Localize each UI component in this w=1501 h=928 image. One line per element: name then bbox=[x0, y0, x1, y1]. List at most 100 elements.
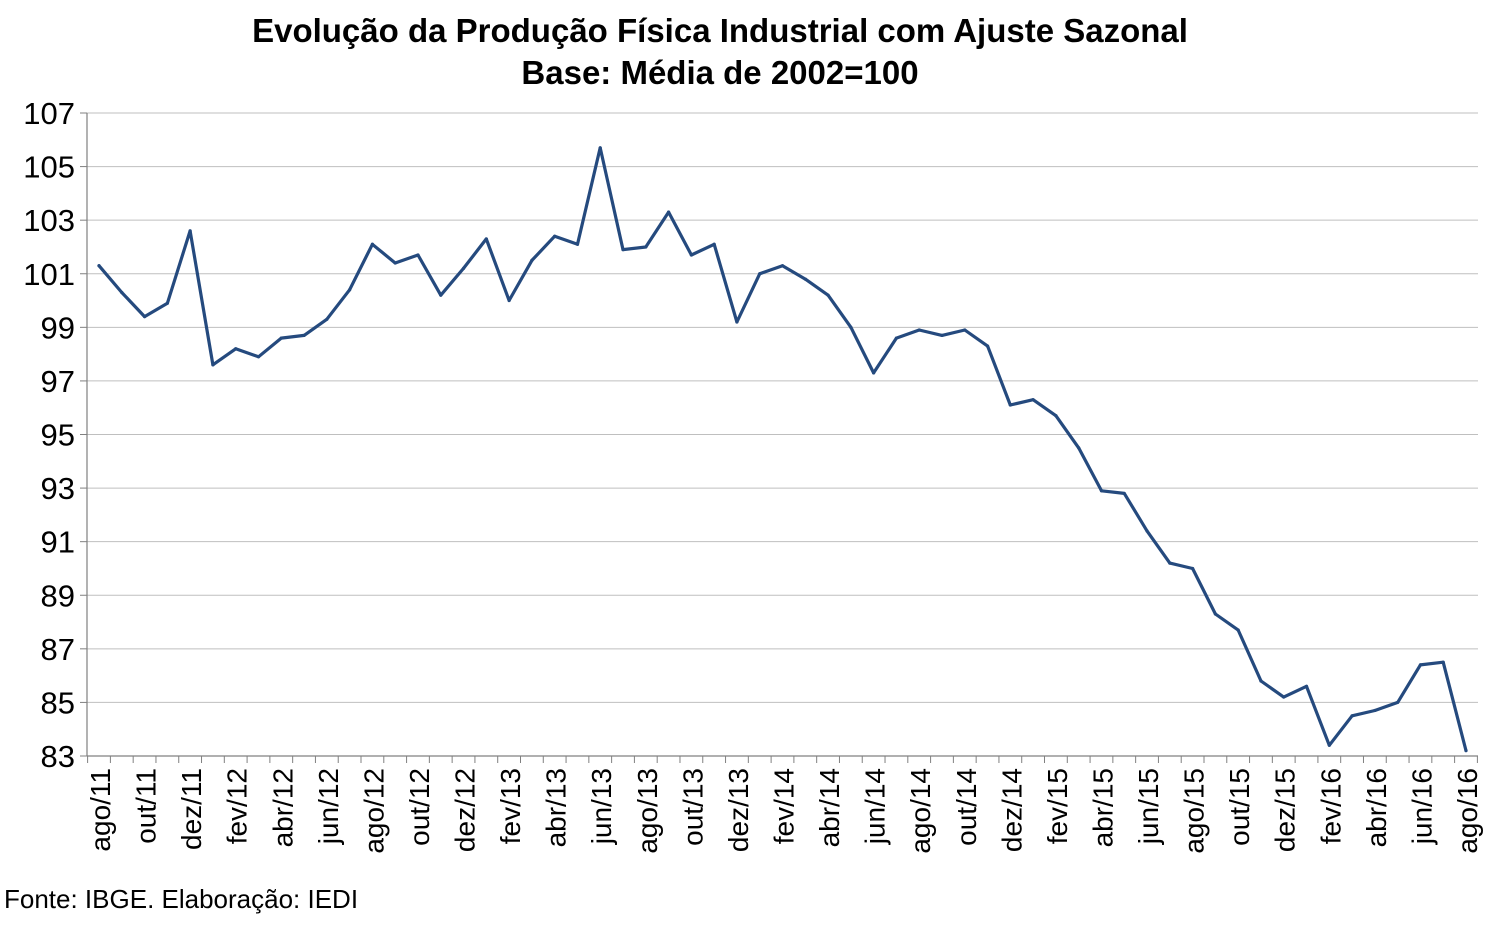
axes bbox=[80, 112, 1478, 763]
x-tick-label: jun/16 bbox=[1406, 768, 1437, 845]
data-point bbox=[1122, 491, 1126, 496]
data-point bbox=[1350, 714, 1354, 718]
y-tick-label: 101 bbox=[23, 257, 75, 292]
y-tick-label: 97 bbox=[41, 364, 75, 399]
data-point bbox=[530, 258, 534, 262]
data-point bbox=[1054, 414, 1058, 418]
data-point bbox=[393, 261, 397, 265]
data-point bbox=[1396, 700, 1400, 705]
series-line bbox=[97, 146, 1468, 753]
data-point bbox=[370, 242, 374, 246]
data-point bbox=[1168, 561, 1172, 565]
x-tick-label: abr/13 bbox=[541, 768, 572, 847]
data-point bbox=[803, 277, 807, 281]
data-point bbox=[666, 210, 671, 214]
y-tick-label: 93 bbox=[41, 471, 75, 506]
data-point bbox=[234, 347, 238, 351]
x-tick-label: ago/16 bbox=[1452, 768, 1483, 854]
y-tick-label: 85 bbox=[41, 685, 75, 720]
data-point bbox=[416, 253, 420, 257]
data-point bbox=[689, 253, 693, 257]
data-point bbox=[1441, 660, 1445, 664]
data-point bbox=[188, 229, 192, 233]
y-tick-label: 107 bbox=[23, 96, 75, 131]
data-point bbox=[1282, 695, 1286, 699]
data-point bbox=[1191, 566, 1195, 571]
data-point bbox=[758, 272, 762, 276]
y-tick-label: 103 bbox=[23, 203, 75, 238]
data-point bbox=[826, 293, 830, 297]
x-tick-label: out/12 bbox=[404, 768, 435, 846]
x-tick-label: abr/14 bbox=[814, 768, 845, 847]
data-point bbox=[1304, 684, 1309, 688]
data-point bbox=[1373, 708, 1377, 713]
data-point bbox=[256, 355, 261, 359]
source-note: Fonte: IBGE. Elaboração: IEDI bbox=[4, 884, 359, 914]
x-tick-label: jun/12 bbox=[313, 768, 344, 845]
data-point bbox=[894, 336, 899, 340]
data-point bbox=[1077, 446, 1081, 450]
x-tick-label: dez/12 bbox=[450, 768, 481, 852]
y-tick-label: 91 bbox=[41, 525, 75, 560]
data-point bbox=[325, 317, 329, 321]
data-point bbox=[872, 371, 876, 375]
data-point bbox=[302, 333, 306, 337]
y-tick-label: 87 bbox=[41, 632, 75, 667]
data-point bbox=[279, 336, 283, 340]
data-point bbox=[621, 248, 625, 252]
data-point bbox=[1327, 743, 1331, 747]
data-point bbox=[211, 363, 215, 367]
x-tick-label: out/15 bbox=[1224, 768, 1255, 846]
data-point bbox=[165, 301, 169, 305]
x-tick-label: abr/12 bbox=[267, 768, 298, 847]
x-tick-label: dez/14 bbox=[996, 768, 1027, 852]
y-tick-labels: 107 105 103 101 99 97 95 93 91 89 87 85 83 bbox=[23, 96, 75, 774]
chart-subtitle: Base: Média de 2002=100 bbox=[521, 54, 919, 91]
data-point bbox=[735, 320, 739, 324]
x-tick-label: fev/13 bbox=[495, 768, 526, 844]
data-point bbox=[484, 237, 488, 241]
x-tick-label: fev/15 bbox=[1042, 768, 1073, 844]
x-tick-label: jun/13 bbox=[586, 768, 617, 845]
data-point bbox=[507, 298, 511, 303]
x-tick-label: fev/12 bbox=[222, 768, 253, 844]
y-tick-label: 105 bbox=[23, 150, 75, 185]
data-point bbox=[1259, 679, 1263, 683]
x-tick-label: dez/13 bbox=[723, 768, 754, 852]
x-tick-label: ago/12 bbox=[358, 768, 389, 854]
x-tick-labels: ago/11 out/11 dez/11 fev/12 abr/12 jun/12 ago/… bbox=[85, 768, 1483, 854]
y-tick-label: 99 bbox=[41, 310, 75, 345]
x-tick-label: abr/15 bbox=[1087, 768, 1118, 847]
data-point bbox=[553, 234, 557, 238]
y-tick-label: 95 bbox=[41, 418, 75, 453]
y-tick-label: 89 bbox=[41, 578, 75, 613]
x-tick-label: dez/11 bbox=[176, 768, 207, 850]
x-tick-label: jun/15 bbox=[1133, 768, 1164, 845]
chart-title: Evolução da Produção Física Industrial c… bbox=[252, 12, 1188, 49]
data-point bbox=[917, 328, 921, 332]
data-point bbox=[120, 290, 124, 295]
data-point bbox=[1236, 628, 1240, 632]
data-point bbox=[1213, 612, 1217, 616]
data-point bbox=[644, 245, 648, 249]
x-tick-label: ago/14 bbox=[905, 768, 936, 854]
x-tick-label: out/14 bbox=[951, 768, 982, 846]
data-point bbox=[575, 242, 580, 246]
x-tick-label: abr/16 bbox=[1361, 768, 1392, 847]
data-point bbox=[940, 333, 944, 337]
data-point bbox=[142, 315, 147, 319]
data-point bbox=[712, 242, 716, 246]
data-point bbox=[97, 264, 101, 268]
data-point bbox=[439, 293, 443, 297]
data-point bbox=[1031, 398, 1035, 402]
x-tick-label: out/13 bbox=[677, 768, 708, 846]
data-point bbox=[1008, 403, 1012, 407]
data-point bbox=[963, 328, 967, 332]
line-chart: 107 105 103 101 99 97 95 93 91 89 87 85 83 ago/11 out… bbox=[23, 96, 1483, 854]
series-layer bbox=[97, 146, 1468, 753]
x-tick-label: jun/14 bbox=[860, 768, 891, 845]
x-tick-label: out/11 bbox=[131, 768, 162, 844]
x-tick-label: ago/13 bbox=[632, 768, 663, 854]
x-tick-label: fev/16 bbox=[1315, 768, 1346, 844]
data-point bbox=[1145, 529, 1149, 533]
